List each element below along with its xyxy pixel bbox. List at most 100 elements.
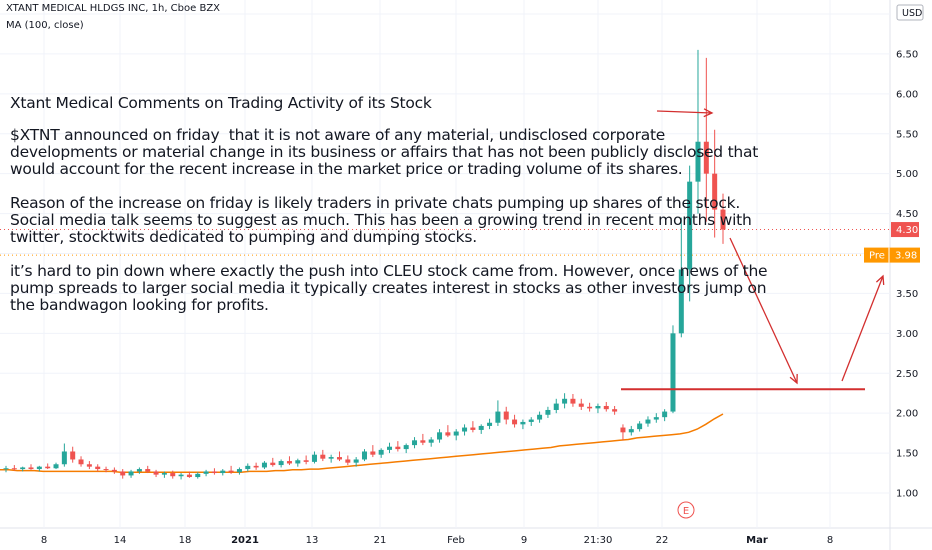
candle-body	[95, 466, 101, 470]
currency-label: USD	[902, 8, 922, 19]
candle-body	[437, 432, 443, 440]
candle-body	[570, 398, 576, 404]
candle-body	[637, 423, 643, 430]
candle-body	[236, 469, 242, 473]
candle-body	[420, 440, 426, 443]
up-arrow	[841, 275, 884, 382]
candle-body	[20, 467, 26, 470]
candle-body	[286, 461, 292, 464]
candle-body	[303, 460, 309, 462]
price-badges: 4.30 Pre 3.98	[864, 222, 920, 263]
candle-body	[61, 451, 67, 465]
candle-body	[370, 451, 376, 455]
candle-body	[487, 422, 493, 426]
candle-body	[111, 469, 117, 472]
price-tick-label: 5.50	[896, 129, 918, 140]
candle-body	[545, 409, 551, 415]
time-tick-label: 14	[114, 535, 127, 546]
price-tick-label: 3.50	[896, 289, 918, 300]
price-tick-label: 1.00	[896, 489, 918, 500]
annotation-p2-line-2: Social media talk seems to suggest as mu…	[10, 211, 752, 229]
last-price-label: 4.30	[896, 225, 918, 236]
time-tick-label: 2021	[231, 535, 259, 546]
price-tick-label: 1.50	[896, 449, 918, 460]
candle-body	[470, 427, 476, 430]
candle-body	[553, 403, 559, 410]
time-tick-label: 22	[656, 535, 669, 546]
candle-body	[620, 427, 626, 433]
candles-layer	[3, 49, 726, 480]
candle-body	[695, 141, 701, 182]
time-tick-label: 21	[374, 535, 387, 546]
candle-body	[562, 398, 568, 404]
candle-body	[320, 454, 326, 459]
annotation-p2-line-1: Reason of the increase on friday is like…	[10, 194, 741, 212]
annotation-p1-line-2: developments or material change in its b…	[10, 143, 759, 161]
price-tick-label: 3.00	[896, 329, 918, 340]
pre-market-price: 3.98	[895, 251, 917, 262]
annotation-p3-line-2: pump spreads to larger social media it t…	[10, 279, 767, 297]
time-tick-label: 13	[306, 535, 319, 546]
candle-body	[712, 173, 718, 210]
candle-body	[70, 451, 76, 460]
candle-body	[53, 464, 59, 469]
candle-body	[578, 403, 584, 407]
candle-body	[478, 425, 484, 430]
candle-body	[45, 466, 51, 469]
price-tick-label: 2.00	[896, 409, 918, 420]
candle-body	[336, 457, 342, 460]
candle-body	[512, 419, 518, 425]
annotation-drawings	[621, 108, 885, 391]
price-tick-label: 2.50	[896, 369, 918, 380]
candle-body	[103, 469, 109, 471]
candle-body	[128, 471, 134, 476]
annotation-p1-line-3: would account for the recent increase in…	[10, 160, 683, 178]
candle-body	[11, 468, 17, 470]
candle-body	[670, 333, 676, 412]
candle-body	[503, 411, 509, 420]
candle-body	[36, 466, 42, 470]
time-tick-label: Feb	[447, 535, 465, 546]
candle-body	[653, 417, 659, 420]
time-tick-label: 9	[521, 535, 527, 546]
moving-average-line	[0, 413, 724, 473]
candle-body	[78, 459, 84, 465]
candle-body	[278, 461, 284, 466]
earnings-marker[interactable]	[677, 501, 695, 519]
candle-body	[595, 405, 601, 409]
candle-body	[520, 421, 526, 425]
candle-body	[353, 459, 359, 463]
candle-body	[537, 414, 543, 420]
candle-body	[703, 141, 709, 174]
candle-body	[662, 411, 668, 418]
indicator-legend[interactable]: MA (100, close)	[6, 20, 84, 31]
candle-body	[220, 470, 226, 474]
candle-body	[720, 209, 726, 230]
pointer-arrow-head	[703, 108, 714, 118]
up-arrow-head	[875, 274, 885, 286]
candle-body	[495, 411, 501, 423]
last-price-badge	[891, 222, 919, 238]
time-axis[interactable]: 8 14 18 2021 13 21 Feb 9 21:30 22 Mar 8 E	[41, 501, 833, 546]
annotation-p2-line-3: twitter, stocktwits dedicated to pumping…	[10, 228, 477, 246]
candle-body	[587, 406, 593, 409]
annotation-title: Xtant Medical Comments on Trading Activi…	[10, 94, 432, 112]
price-tick-label: 5.00	[896, 169, 918, 180]
candle-body	[261, 462, 267, 468]
earnings-marker-label: E	[683, 506, 689, 517]
down-arrow	[729, 237, 798, 384]
candle-body	[120, 471, 126, 476]
candle-body	[428, 439, 434, 443]
currency-badge[interactable]	[896, 4, 924, 21]
candle-body	[211, 471, 217, 474]
candle-body	[203, 471, 209, 474]
time-tick-label: 8	[41, 535, 47, 546]
candle-body	[395, 446, 401, 450]
annotation-p1-line-1: $XTNT announced on friday that it is not…	[10, 126, 666, 144]
candle-body	[311, 454, 317, 462]
candle-body	[687, 181, 693, 270]
time-tick-label: Mar	[746, 535, 768, 546]
pre-market-badge	[864, 247, 920, 263]
